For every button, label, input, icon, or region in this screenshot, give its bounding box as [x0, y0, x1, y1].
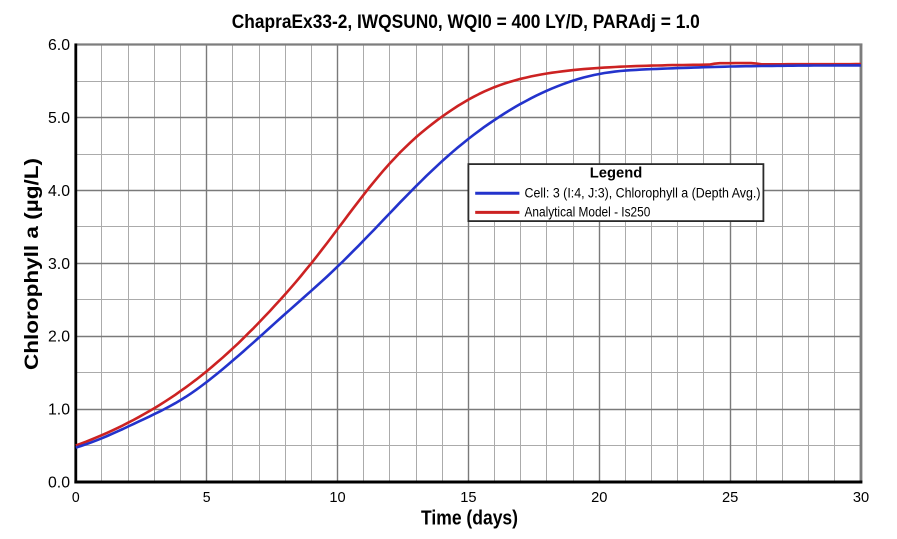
svg-text:Legend: Legend [590, 164, 643, 181]
svg-text:2.0: 2.0 [48, 329, 70, 346]
svg-text:Analytical Model - Is250: Analytical Model - Is250 [525, 204, 651, 219]
svg-text:Cell: 3 (I:4, J:3), Chlorophyl: Cell: 3 (I:4, J:3), Chlorophyll a (Depth… [525, 185, 761, 200]
svg-text:0: 0 [72, 489, 80, 506]
svg-text:Time (days): Time (days) [421, 508, 518, 530]
svg-text:ChapraEx33-2, IWQSUN0, WQI0 =: ChapraEx33-2, IWQSUN0, WQI0 = 400 LY/D, … [232, 12, 700, 33]
svg-text:6.0: 6.0 [48, 37, 70, 54]
svg-text:5: 5 [203, 489, 211, 506]
svg-text:30: 30 [853, 489, 869, 506]
svg-text:1.0: 1.0 [48, 402, 70, 419]
svg-text:5.0: 5.0 [48, 110, 70, 127]
svg-text:25: 25 [722, 489, 738, 506]
svg-text:10: 10 [329, 489, 345, 506]
svg-text:20: 20 [591, 489, 607, 506]
svg-text:4.0: 4.0 [48, 183, 70, 200]
svg-text:Chlorophyll a (µg/L): Chlorophyll a (µg/L) [22, 158, 43, 370]
svg-text:0.0: 0.0 [48, 474, 70, 491]
svg-text:15: 15 [460, 489, 476, 506]
svg-text:3.0: 3.0 [48, 256, 70, 273]
